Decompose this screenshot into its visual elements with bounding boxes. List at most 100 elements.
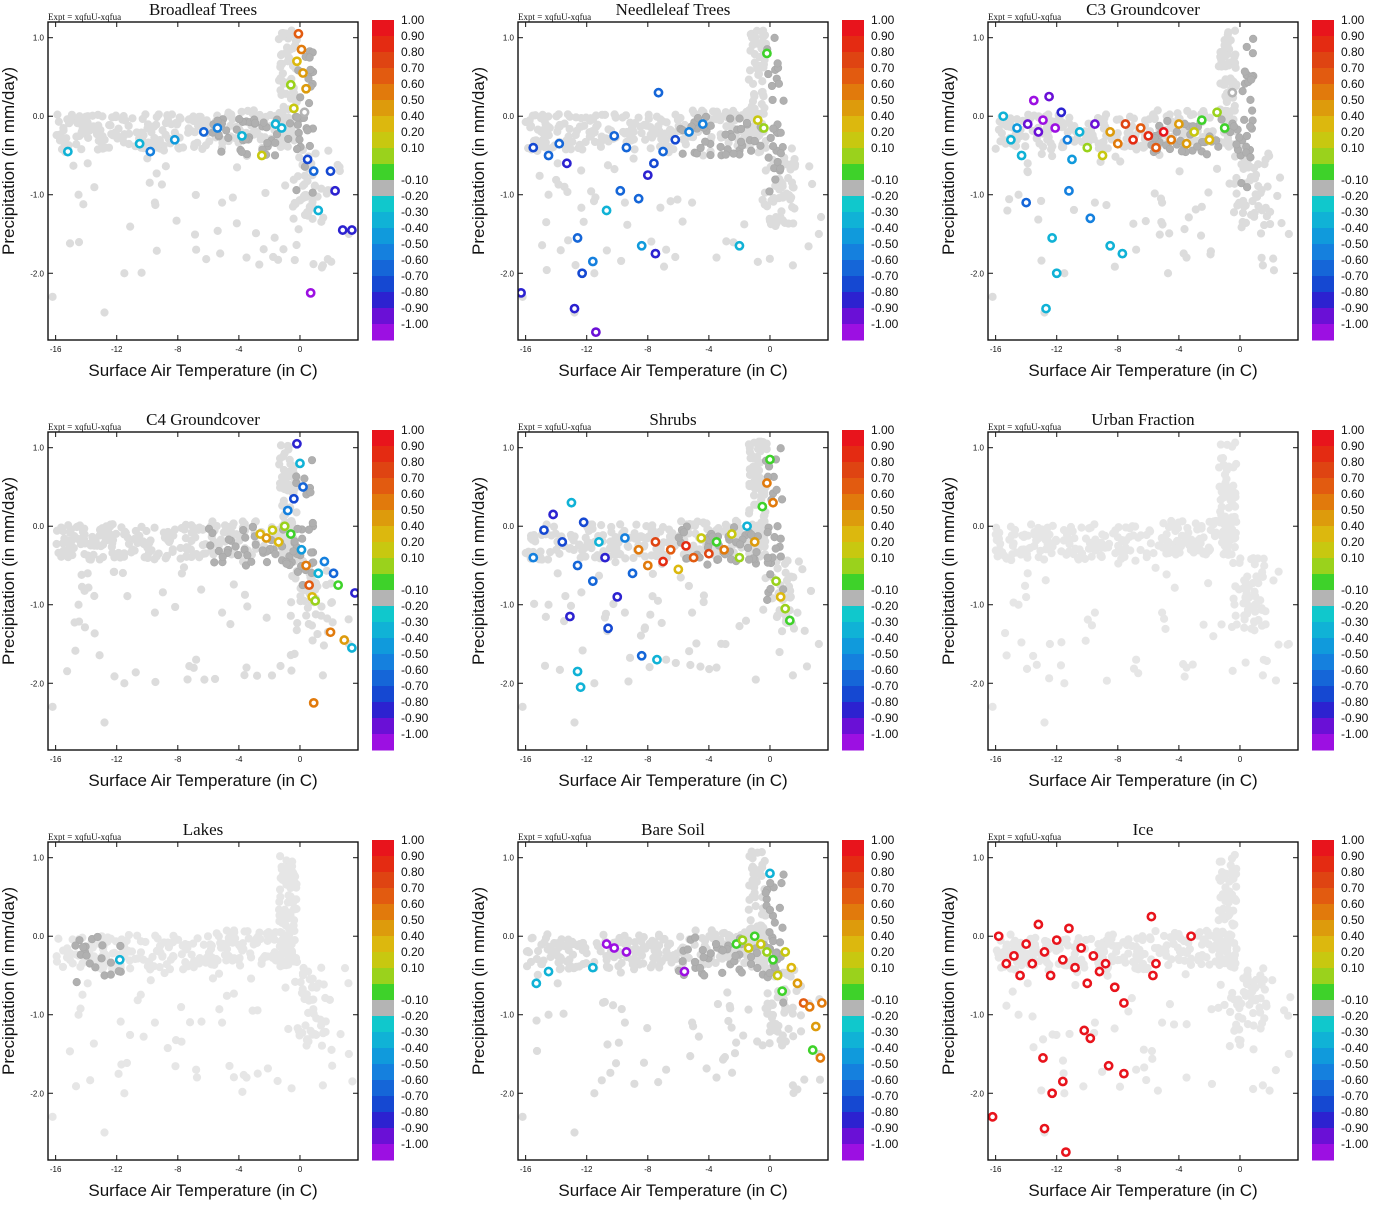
background-point xyxy=(1198,203,1206,211)
background-point xyxy=(582,114,590,122)
background-point xyxy=(1003,652,1011,660)
background-point xyxy=(223,945,231,953)
background-point xyxy=(241,671,249,679)
neutral-point xyxy=(294,121,302,129)
neutral-point xyxy=(286,120,294,128)
background-point xyxy=(1204,579,1212,587)
background-point xyxy=(1275,568,1283,576)
background-point xyxy=(654,1078,662,1086)
background-point xyxy=(774,565,782,573)
chart-title: Needleleaf Trees xyxy=(616,0,731,19)
colorbar-label: -0.70 xyxy=(1341,269,1369,283)
background-point xyxy=(147,976,155,984)
background-point xyxy=(566,545,574,553)
background-point xyxy=(778,208,786,216)
background-point xyxy=(800,1076,808,1084)
background-point xyxy=(129,115,137,123)
background-point xyxy=(1108,953,1116,961)
data-point xyxy=(1039,1054,1046,1061)
data-point xyxy=(559,538,566,545)
colorbar-segment xyxy=(1312,36,1334,53)
background-point xyxy=(1183,664,1191,672)
background-point xyxy=(799,565,807,573)
background-point xyxy=(252,229,260,237)
background-point xyxy=(1264,183,1272,191)
background-point xyxy=(755,467,763,475)
background-point xyxy=(534,971,542,979)
colorbar-segment xyxy=(1312,20,1334,37)
data-point xyxy=(299,69,306,76)
background-point xyxy=(1088,135,1096,143)
background-point xyxy=(124,592,132,600)
neutral-point xyxy=(747,953,755,961)
background-point xyxy=(151,199,159,207)
background-point xyxy=(328,1046,336,1054)
colorbar-label: 1.00 xyxy=(401,13,425,27)
expt-label: Expt = xqfuU-xqfua xyxy=(518,12,591,22)
y-tick-label: -1.0 xyxy=(970,1011,984,1020)
background-point xyxy=(317,964,325,972)
data-point xyxy=(566,613,573,620)
colorbar-label: 0.80 xyxy=(871,45,895,59)
colorbar-segment xyxy=(1312,196,1334,213)
neutral-point xyxy=(295,129,303,137)
background-point xyxy=(748,452,756,460)
background-point xyxy=(161,969,169,977)
colorbar-segment xyxy=(372,478,394,495)
colorbar-segment xyxy=(1312,654,1334,671)
background-point xyxy=(542,132,550,140)
x-tick-label: 0 xyxy=(1238,345,1243,354)
background-point xyxy=(126,1031,134,1039)
background-point xyxy=(59,963,67,971)
colorbar-label: -0.10 xyxy=(1341,583,1369,597)
neutral-point xyxy=(766,969,774,977)
x-tick-label: -16 xyxy=(50,1165,62,1174)
background-point xyxy=(745,510,753,518)
data-point xyxy=(698,534,705,541)
background-point xyxy=(72,140,80,148)
background-point xyxy=(578,589,586,597)
neutral-point xyxy=(717,143,725,151)
background-point xyxy=(1172,551,1180,559)
background-point xyxy=(1140,1064,1148,1072)
background-point xyxy=(726,1002,734,1010)
background-point xyxy=(99,553,107,561)
data-point xyxy=(672,136,679,143)
neutral-point xyxy=(736,115,744,123)
background-point xyxy=(766,1039,774,1047)
background-point xyxy=(84,160,92,168)
neutral-point xyxy=(284,135,292,143)
colorbar-label: 0.90 xyxy=(871,29,895,43)
background-point xyxy=(110,568,118,576)
data-point xyxy=(1016,972,1023,979)
background-point xyxy=(140,1033,148,1041)
x-tick-label: -4 xyxy=(235,1165,243,1174)
background-point xyxy=(713,115,721,123)
background-point xyxy=(1147,539,1155,547)
background-point xyxy=(1031,934,1039,942)
y-tick-label: 1.0 xyxy=(973,444,985,453)
background-point xyxy=(1260,221,1268,229)
background-point xyxy=(164,1044,172,1052)
background-point xyxy=(1029,652,1037,660)
colorbar-label: 0.40 xyxy=(401,519,425,533)
neutral-point xyxy=(768,82,776,90)
background-point xyxy=(264,937,272,945)
background-point xyxy=(752,676,760,684)
neutral-point xyxy=(235,115,243,123)
colorbar-label: 1.00 xyxy=(401,833,425,847)
data-point xyxy=(659,148,666,155)
background-point xyxy=(557,964,565,972)
colorbar-label: -0.70 xyxy=(871,1089,899,1103)
background-point xyxy=(541,662,549,670)
background-point xyxy=(277,662,285,670)
background-point xyxy=(657,135,665,143)
colorbar-segment xyxy=(842,180,864,197)
colorbar-label: 0.10 xyxy=(401,141,425,155)
background-point xyxy=(276,484,284,492)
background-point xyxy=(132,669,140,677)
background-point xyxy=(1159,946,1167,954)
neutral-point xyxy=(117,942,125,950)
background-point xyxy=(542,613,550,621)
x-axis-label: Surface Air Temperature (in C) xyxy=(558,361,787,380)
